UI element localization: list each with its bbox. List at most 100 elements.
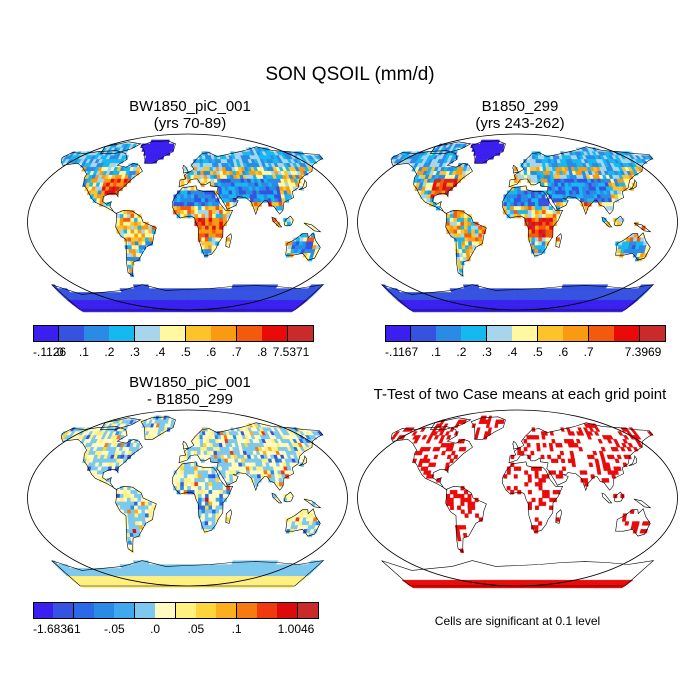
coastline-africa <box>172 461 234 533</box>
coastline-japan <box>298 455 308 466</box>
panel-1-title-line1: BW1850_piC_001 <box>129 98 251 115</box>
map-panel-4-ttest <box>357 409 678 589</box>
colorbar-label: .2 <box>104 345 115 359</box>
colorbar-label: .4 <box>507 345 518 359</box>
coastline-sumatra <box>601 216 613 228</box>
coastline-sumatra <box>271 492 283 504</box>
colorbar-swatch <box>109 325 136 342</box>
coastline-south-america <box>445 209 487 277</box>
colorbar-swatch <box>410 325 437 342</box>
coastline-indonesia-borneo <box>614 215 624 227</box>
coastline-antarctica <box>381 284 655 311</box>
coastline-new-guinea <box>303 222 322 233</box>
coastline-indonesia-borneo <box>284 215 294 227</box>
colorbar-swatch <box>588 325 615 342</box>
significance-note: Cells are significant at 0.1 level <box>434 614 601 628</box>
colorbar-label: -.05 <box>104 622 125 636</box>
coastline-sumatra <box>601 492 613 504</box>
coastline-north-america <box>391 426 473 491</box>
coastline-new-guinea <box>303 498 322 509</box>
coastline-indonesia-borneo <box>284 491 294 503</box>
coastline-uk <box>182 440 189 450</box>
colorbar-swatch <box>134 602 156 619</box>
coastline-europe-asia <box>178 422 324 492</box>
colorbar-swatch <box>53 602 75 619</box>
coastline-madagascar <box>555 509 562 524</box>
map-panel-2 <box>357 133 678 313</box>
colorbar-label: -.1 <box>66 622 81 636</box>
coastline-greenland <box>140 140 176 164</box>
coastline-antarctica <box>381 560 655 587</box>
colorbar-label: -.1167 <box>385 345 419 359</box>
coastline-north-america <box>61 150 143 215</box>
colorbar-panel-2: -.1167 .1 .2 .3 .4 .5 .6 .7 7.3969 <box>385 325 666 365</box>
coastline-madagascar <box>555 233 562 248</box>
colorbar-swatch <box>297 602 319 619</box>
colorbar-panel-1: -.1126.0 .1 .2 .3 .4 .5 .6 .7 .8 7.5371 <box>33 325 314 365</box>
colorbar-swatch <box>185 325 212 342</box>
colorbar-label: .6 <box>558 345 569 359</box>
coastline-africa <box>502 461 564 533</box>
coastline-africa <box>502 185 564 257</box>
colorbar-swatch <box>94 602 116 619</box>
panel-3-title-line1: BW1850_piC_001 <box>129 374 251 391</box>
colorbar-swatch <box>435 325 462 342</box>
colorbar-swatch <box>114 602 136 619</box>
colorbar-label: .7 <box>583 345 594 359</box>
panel-2-title-line2: (yrs 243-262) <box>475 115 565 132</box>
coastline-africa <box>172 185 234 257</box>
colorbar-label: .3 <box>481 345 492 359</box>
panel-1-title: BW1850_piC_001 (yrs 70-89) <box>30 98 350 132</box>
colorbar-label: .4 <box>155 345 166 359</box>
colorbar-label: 1.0046 <box>277 622 315 636</box>
panel-2-title: B1850_299 (yrs 243-262) <box>360 98 680 132</box>
panel-1-title-line2: (yrs 70-89) <box>153 115 227 132</box>
colorbar-label: .7 <box>231 345 242 359</box>
colorbar-swatch <box>512 325 539 342</box>
colorbar-swatch <box>236 602 258 619</box>
colorbar-swatch <box>33 325 59 342</box>
colorbar-swatch <box>385 325 411 342</box>
colorbar-label: .3 <box>129 345 140 359</box>
colorbar-label: .6 <box>206 345 217 359</box>
colorbar-label: .1 <box>78 345 89 359</box>
globe-border <box>27 133 348 311</box>
coastline-madagascar <box>225 509 232 524</box>
colorbar-swatch <box>134 325 161 342</box>
coastline-japan <box>298 179 308 190</box>
colorbar-swatch <box>486 325 513 342</box>
colorbar-swatch <box>461 325 488 342</box>
colorbar-swatch <box>175 602 197 619</box>
coastline-greenland <box>140 416 176 440</box>
colorbar-swatch <box>256 602 278 619</box>
coastline-europe-asia <box>508 422 654 492</box>
colorbar-swatch <box>73 602 95 619</box>
colorbar-swatch <box>211 325 238 342</box>
coastline-indonesia-borneo <box>614 491 624 503</box>
colorbar-swatch <box>58 325 85 342</box>
coastline-south-america <box>115 209 157 277</box>
colorbar-label: .1 <box>231 622 242 636</box>
figure-title: SON QSOIL (mm/d) <box>265 64 435 85</box>
coastline-antarctica <box>51 284 325 311</box>
coastline-north-america <box>61 426 143 491</box>
coastline-new-guinea <box>633 498 652 509</box>
colorbar-label: 7.5371 <box>272 345 310 359</box>
coastline-antarctica <box>51 560 325 587</box>
colorbar-label: 7.3969 <box>624 345 662 359</box>
globe-border <box>27 409 348 587</box>
colorbar-swatch <box>563 325 590 342</box>
coastline-north-america <box>391 150 473 215</box>
colorbar-swatch <box>614 325 641 342</box>
colorbar-swatch <box>287 325 314 342</box>
coastline-australia <box>615 508 651 537</box>
colorbar-label: .5 <box>532 345 543 359</box>
colorbar-swatch <box>195 602 217 619</box>
colorbar-swatch <box>160 325 187 342</box>
colorbar-label: -1.6836 <box>33 622 74 636</box>
map-panel-3-difference <box>27 409 348 589</box>
colorbar-swatch <box>537 325 564 342</box>
coastline-uk <box>512 164 519 174</box>
coastline-greenland <box>470 416 506 440</box>
colorbar-swatch <box>262 325 289 342</box>
